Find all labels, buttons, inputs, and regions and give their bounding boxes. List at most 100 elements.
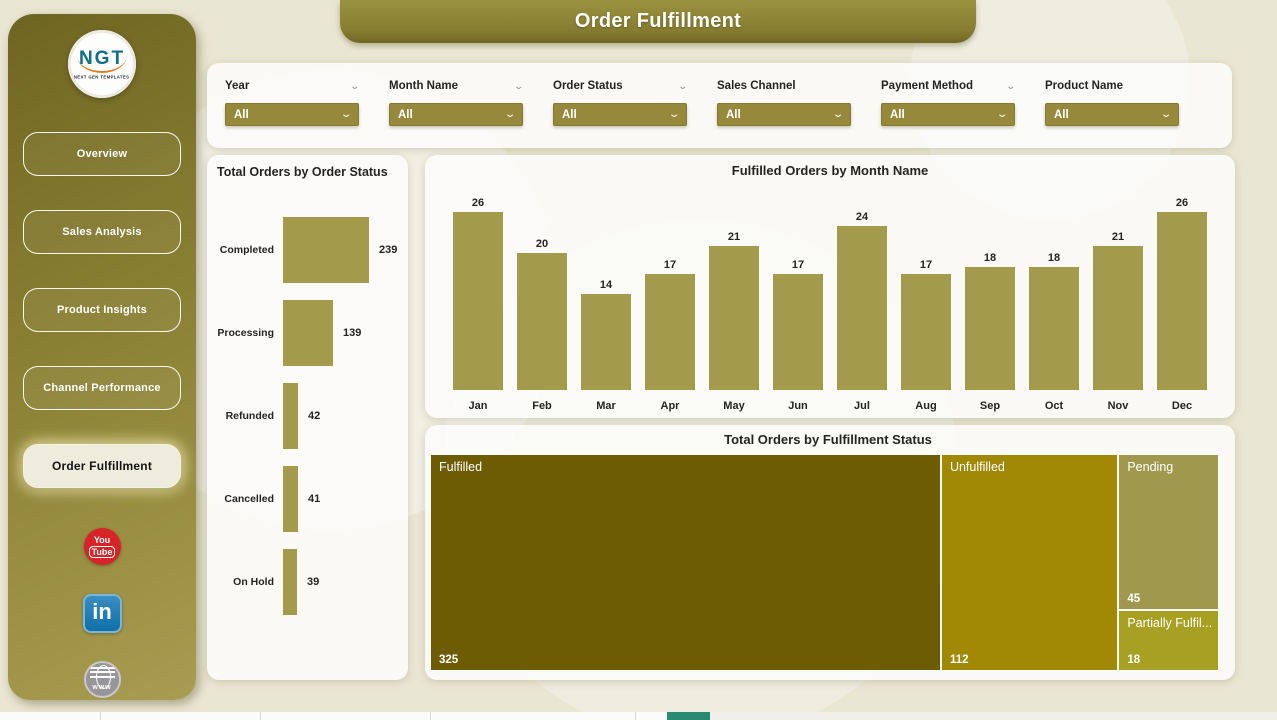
product-name-dropdown[interactable]: All ⌄ [1045, 103, 1179, 126]
title-banner: Order Fulfillment [340, 0, 976, 43]
chevron-down-icon[interactable]: ⌄ [349, 80, 361, 91]
chevron-down-icon: ⌄ [503, 109, 517, 120]
bar-oct[interactable] [1029, 267, 1079, 390]
filter-panel: Year ⌄ All ⌄ Month Name ⌄ All ⌄ Order Status… [207, 63, 1232, 148]
fulfilled-orders-by-month-chart: Fulfilled Orders by Month Name 26 20 14 … [425, 155, 1235, 418]
chart-title: Fulfilled Orders by Month Name [731, 163, 929, 178]
bar-feb[interactable] [517, 253, 567, 390]
column-oct: 18 [1029, 252, 1079, 390]
filter-label: Year [225, 80, 250, 92]
sidebar-item-sales-analysis[interactable]: Sales Analysis [23, 210, 181, 254]
axis-label: Aug [915, 400, 937, 412]
bar-nov[interactable] [1093, 246, 1143, 390]
filter-sales-channel: Sales Channel ⌄ All ⌄ [717, 77, 851, 148]
linkedin-icon[interactable]: in [82, 594, 122, 633]
bar-apr[interactable] [645, 274, 695, 390]
bar-jan[interactable] [453, 212, 503, 390]
tab-separator [260, 712, 261, 720]
tab-separator [100, 712, 101, 720]
column-apr: 17 [645, 259, 695, 390]
filter-year: Year ⌄ All ⌄ [225, 77, 361, 148]
treemap-block-pending[interactable]: Pending 45 [1119, 455, 1218, 609]
chart-title: Total Orders by Order Status [217, 165, 388, 179]
bar-on-hold[interactable] [283, 548, 297, 615]
chevron-down-icon[interactable]: ⌄ [513, 80, 525, 91]
chart-title: Total Orders by Fulfillment Status [724, 432, 932, 447]
active-page-tab[interactable] [667, 712, 710, 720]
category-label: Processing [217, 326, 274, 339]
page-title: Order Fulfillment [574, 10, 742, 32]
sales-channel-dropdown[interactable]: All ⌄ [717, 103, 851, 126]
dropdown-value: All [1054, 108, 1069, 121]
sidebar-item-overview[interactable]: Overview [23, 132, 181, 176]
bar-sep[interactable] [965, 267, 1015, 390]
bar-jun[interactable] [773, 274, 823, 390]
category-label: Refunded [225, 409, 274, 422]
sidebar-item-channel-performance[interactable]: Channel Performance [23, 366, 181, 410]
bar-aug[interactable] [901, 274, 951, 390]
value-label: 17 [791, 259, 805, 271]
order-status-dropdown[interactable]: All ⌄ [553, 103, 687, 126]
value-label: 14 [599, 279, 613, 291]
chevron-down-icon: ⌄ [995, 109, 1009, 120]
dropdown-value: All [562, 108, 577, 121]
category-label: Completed [219, 243, 274, 256]
treemap-label: Partially Fulfil... [1127, 615, 1213, 630]
value-label: 139 [343, 326, 362, 339]
value-label: 42 [308, 409, 321, 422]
value-label: 239 [379, 243, 398, 256]
chevron-down-icon[interactable]: ⌄ [677, 80, 689, 91]
sidebar: NGT NEXT GEN TEMPLATES Overview Sales An… [8, 14, 196, 700]
sidebar-item-product-insights[interactable]: Product Insights [23, 288, 181, 332]
treemap-label: Pending [1127, 460, 1174, 474]
treemap-block-fulfilled[interactable]: Fulfilled 325 [431, 455, 940, 670]
value-label: 18 [983, 252, 997, 264]
filter-label: Payment Method [881, 80, 974, 92]
axis-label: Jul [854, 400, 870, 412]
bar-processing[interactable] [283, 299, 333, 366]
year-dropdown[interactable]: All ⌄ [225, 103, 359, 126]
category-label: Cancelled [224, 492, 274, 505]
column-sep: 18 [965, 252, 1015, 390]
logo-text: NGT [76, 48, 128, 73]
filter-payment-method: Payment Method ⌄ All ⌄ [881, 77, 1017, 148]
filter-label: Order Status [553, 80, 623, 92]
column-mar: 14 [581, 279, 631, 390]
bar-cancelled[interactable] [283, 465, 298, 532]
bar-completed[interactable] [283, 216, 369, 283]
value-label: 24 [855, 211, 869, 223]
column-may: 21 [709, 231, 759, 390]
value-label: 17 [663, 259, 677, 271]
chevron-down-icon: ⌄ [339, 109, 353, 120]
value-label: 39 [307, 575, 320, 588]
axis-label: Nov [1107, 400, 1129, 412]
youtube-icon-text: Tube [88, 545, 116, 558]
website-globe-icon[interactable]: www [83, 661, 121, 698]
column-jan: 26 [453, 197, 503, 390]
bar-jul[interactable] [837, 226, 887, 390]
youtube-icon-text: You [93, 534, 111, 545]
value-label: 18 [1047, 252, 1061, 264]
filter-product-name: Product Name ⌄ All ⌄ [1045, 77, 1179, 148]
treemap-label: Fulfilled [439, 460, 483, 474]
bar-refunded[interactable] [283, 382, 298, 449]
ngt-logo: NGT NEXT GEN TEMPLATES [68, 30, 136, 98]
column-plot-area: 26 20 14 17 21 17 24 17 18 18 21 26 [453, 195, 1207, 390]
bar-dec[interactable] [1157, 212, 1207, 390]
filter-order-status: Order Status ⌄ All ⌄ [553, 77, 689, 148]
youtube-icon[interactable]: You Tube [83, 528, 121, 565]
social-links: You Tube in www [82, 488, 122, 698]
category-label: On Hold [233, 575, 274, 588]
sidebar-item-order-fulfillment[interactable]: Order Fulfillment [23, 444, 181, 488]
treemap-block-unfulfilled[interactable]: Unfulfilled 112 [941, 455, 1118, 670]
treemap-block-partially-fulfilled[interactable]: Partially Fulfil... 18 [1119, 610, 1218, 670]
dropdown-value: All [726, 108, 741, 121]
chevron-down-icon[interactable]: ⌄ [1005, 80, 1017, 91]
month-name-dropdown[interactable]: All ⌄ [389, 103, 523, 126]
axis-label: Apr [660, 400, 680, 412]
bar-mar[interactable] [581, 294, 631, 390]
payment-method-dropdown[interactable]: All ⌄ [881, 103, 1015, 126]
sidebar-nav: Overview Sales Analysis Product Insights… [8, 98, 196, 488]
bar-may[interactable] [709, 246, 759, 390]
page-tab-strip[interactable] [0, 712, 1277, 720]
